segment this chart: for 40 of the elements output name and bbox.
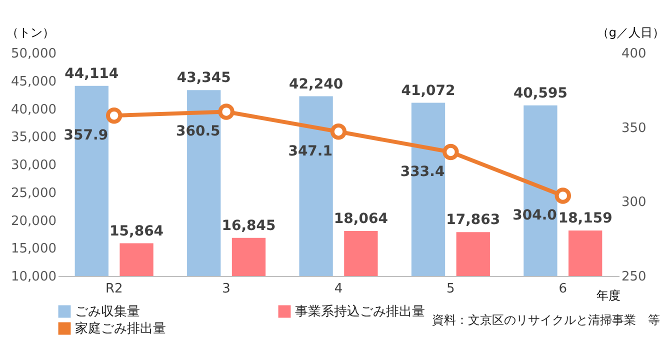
point [330, 124, 347, 140]
y2-tick-label: 350 [622, 120, 646, 136]
data-label: 42,240 [289, 76, 344, 92]
data-label: 18,064 [334, 211, 388, 228]
point [106, 107, 122, 124]
y-tick-label: 10,000 [11, 270, 56, 284]
y2-tick-label: 400 [622, 46, 646, 62]
y2-tick-label: 250 [622, 270, 646, 284]
point [442, 144, 459, 160]
point [554, 188, 572, 204]
point [218, 104, 234, 120]
data-label: 18,159 [558, 210, 612, 227]
y-tick-label: 30,000 [11, 158, 56, 173]
y-tick-label: 35,000 [11, 130, 56, 146]
data-label: 17,863 [446, 212, 500, 228]
data-label: 15,864 [110, 223, 164, 240]
y-axis-title: （トン） [6, 26, 54, 40]
text: 資料：文京区のリサイクルと清掃事業 等 [432, 312, 660, 329]
x-tick-label: 4 [334, 282, 343, 296]
data-label: 41,072 [401, 82, 456, 99]
y-tick-label: 40,000 [11, 102, 56, 118]
y2-axis-title: （g／人日） [596, 26, 664, 40]
y-tick-label: 50,000 [11, 46, 56, 62]
legend-label: 家庭ごみ排出量 [75, 320, 166, 336]
data-label: 44,114 [64, 66, 119, 82]
x-tick-label: 5 [446, 282, 455, 296]
data-label: 43,345 [176, 70, 231, 86]
y-tick-label: 20,000 [11, 214, 56, 229]
y-tick-label: 15,000 [11, 242, 56, 257]
x-tick-label: 3 [222, 282, 230, 296]
data-label: 40,595 [513, 85, 568, 102]
x-tick-label: R2 [105, 282, 123, 296]
legend-label: 事業系持込ごみ排出量 [295, 304, 425, 320]
y-tick-label: 45,000 [11, 74, 56, 90]
y-tick-label: 25,000 [11, 186, 56, 201]
y2-tick-label: 300 [622, 195, 646, 210]
x-tick-label: 6 [558, 282, 568, 296]
x-axis-title: 年度 [596, 288, 620, 302]
legend-label: ごみ収集量 [75, 304, 140, 320]
data-label: 16,845 [222, 218, 276, 234]
